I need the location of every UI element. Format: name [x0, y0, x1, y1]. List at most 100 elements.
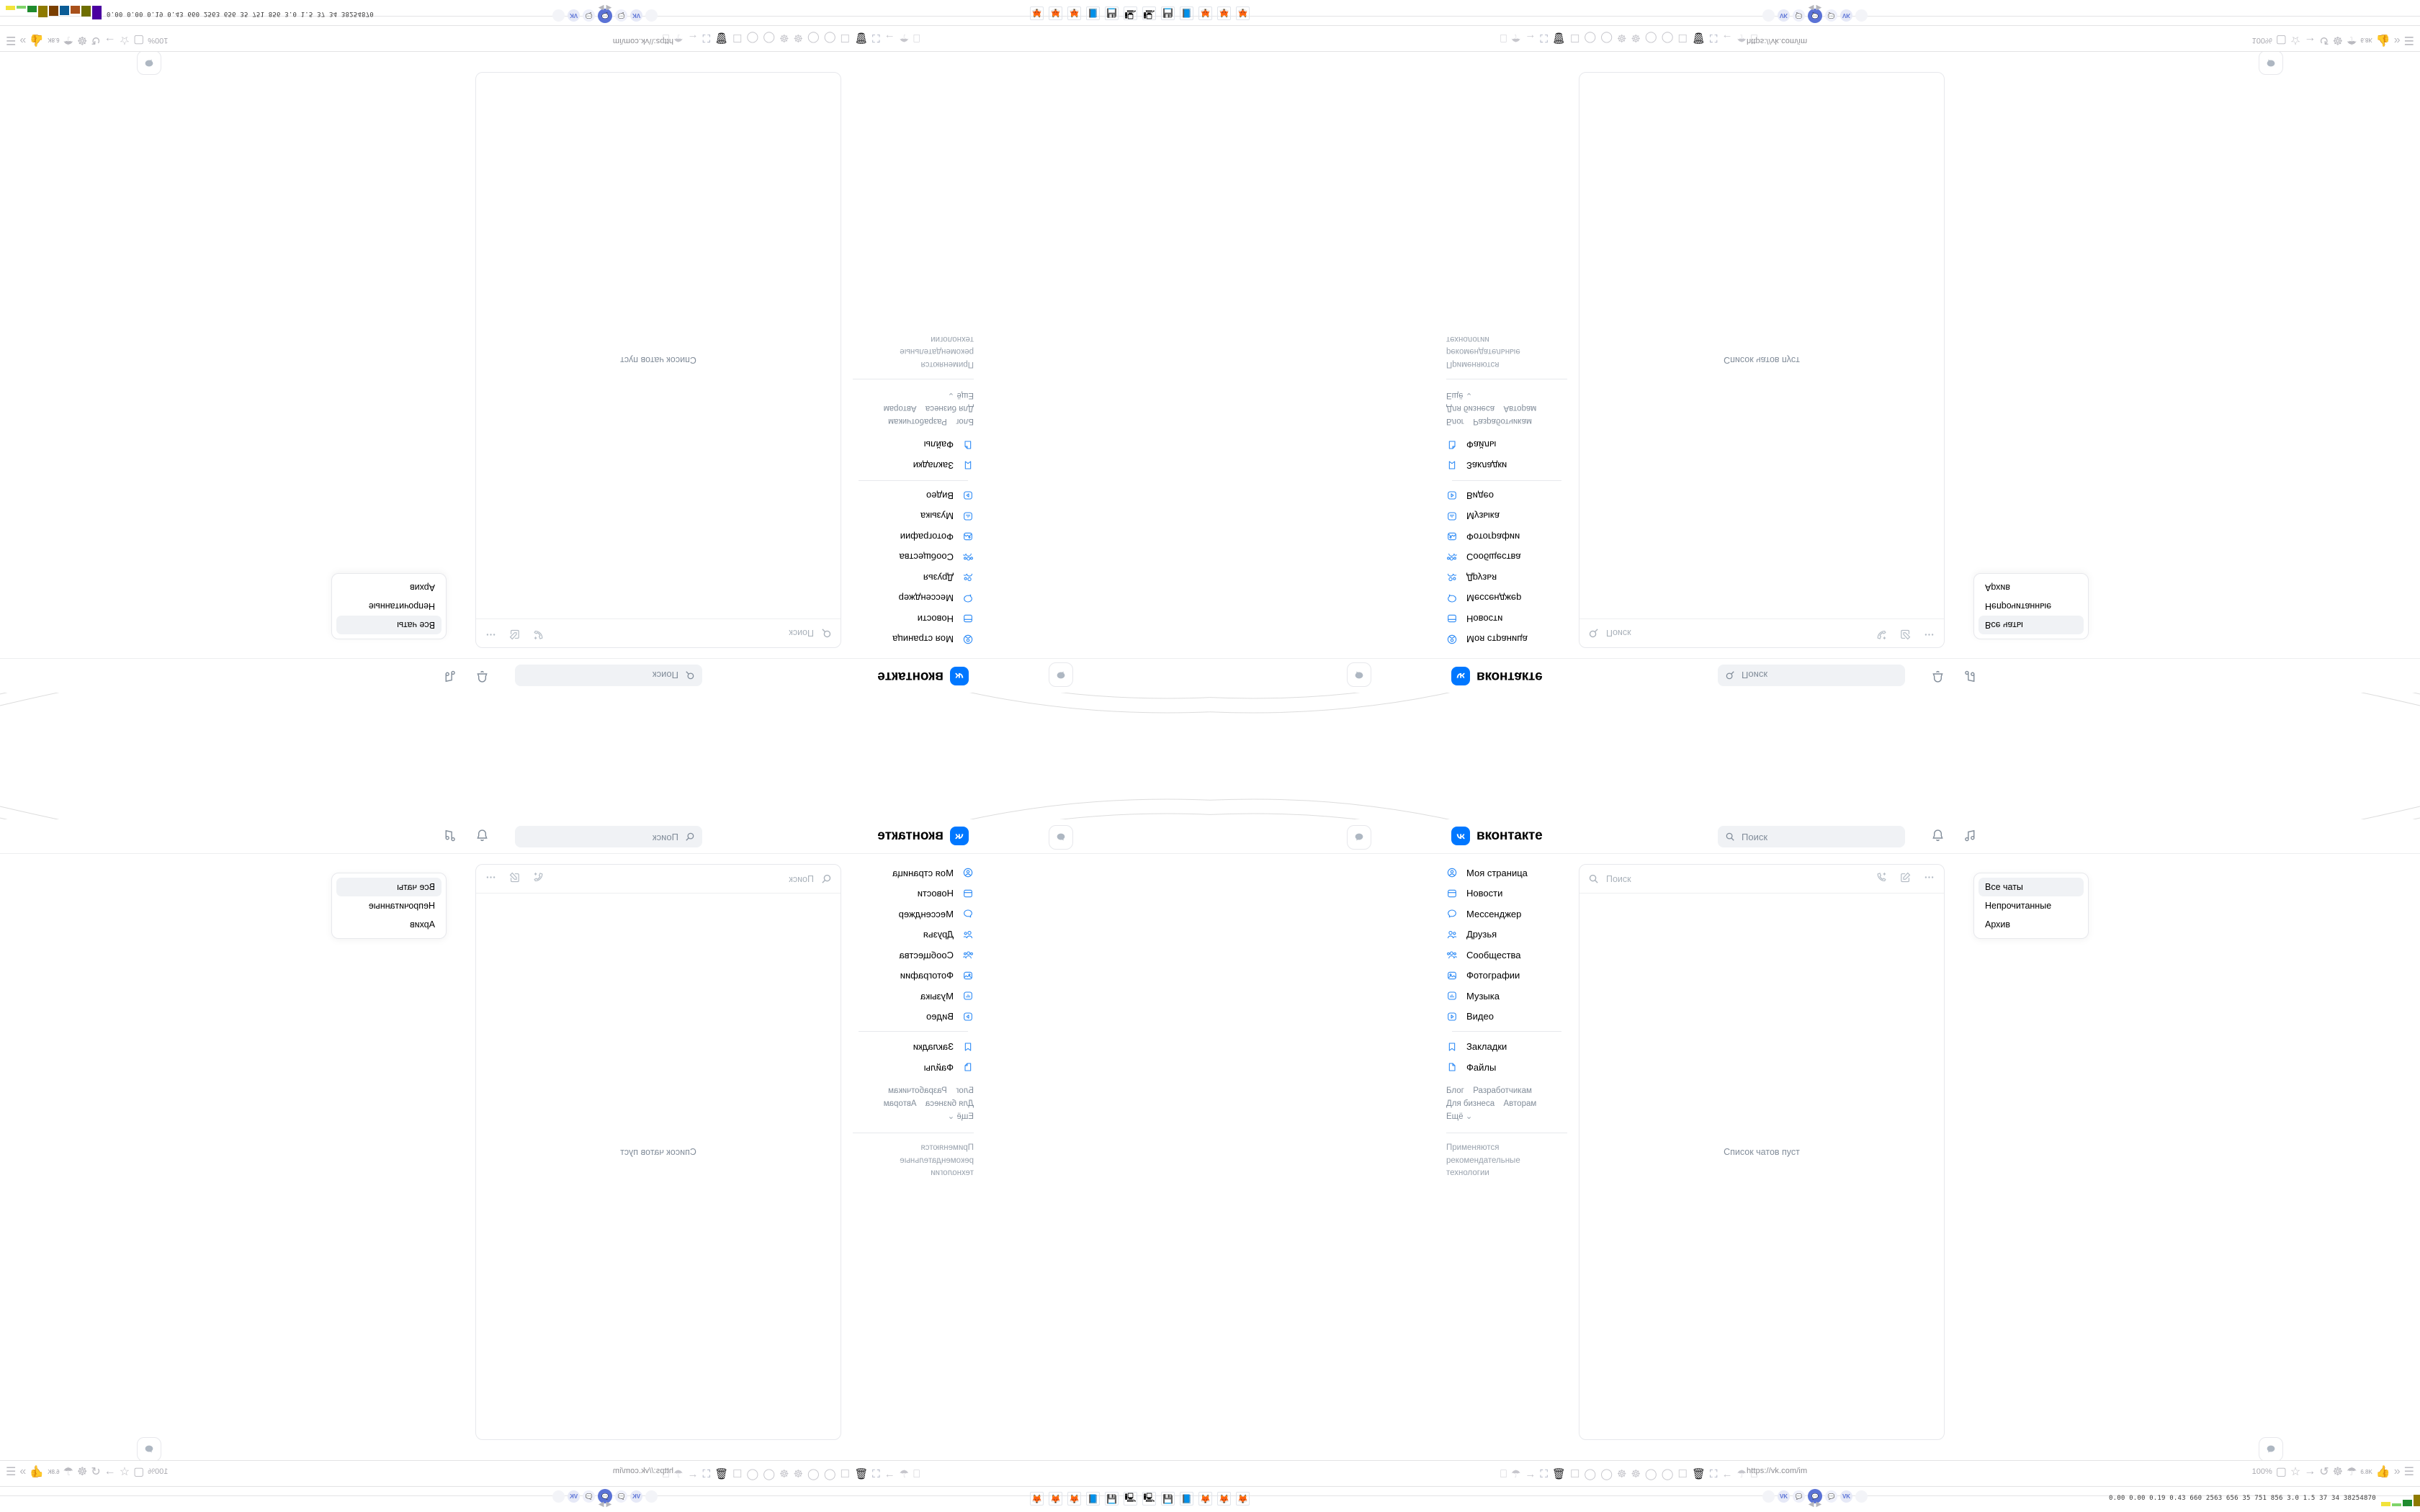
globe-icon[interactable]: ☸	[1631, 1468, 1641, 1480]
security-icon[interactable]: ⛶	[872, 32, 880, 45]
sidebar-item-photo[interactable]: Фотографии	[1446, 528, 1569, 546]
window-icon[interactable]: ☐	[1569, 1468, 1580, 1480]
chat-filter-item-1[interactable]: Непрочитанные	[1985, 901, 2052, 911]
shield-outline-icon[interactable]: ☂	[1510, 1468, 1521, 1480]
shield-outline-icon[interactable]: ☂	[1736, 1468, 1747, 1480]
footer-link-3[interactable]: Авторам	[1503, 404, 1537, 413]
sidebar-item-chat-bubble[interactable]: Мессенджер	[1446, 590, 1569, 607]
forward-arrow-icon[interactable]: →	[884, 1467, 895, 1480]
trash-icon[interactable]: 🗑	[714, 1468, 729, 1480]
shield-outline-icon[interactable]: ☂	[1510, 32, 1521, 44]
vk-logo[interactable]: вконтакте	[878, 827, 969, 845]
footer-link-2[interactable]: Для бизнеса	[1446, 1099, 1495, 1108]
sidebar-item-friends[interactable]: Друзья	[851, 570, 974, 587]
thumbs-up-icon[interactable]: 👍	[2375, 34, 2390, 46]
footer-more-button[interactable]: Ещё	[956, 1112, 974, 1121]
forward-arrow-icon[interactable]: →	[104, 35, 116, 47]
footer-more-button[interactable]: Ещё	[956, 391, 974, 400]
back-arrow-icon[interactable]: ←	[687, 32, 699, 45]
tab-scroll-left-arrow[interactable]: ◀	[606, 1500, 612, 1508]
music-note-icon[interactable]	[1963, 665, 1978, 684]
support-chat-button-mirror[interactable]	[1347, 825, 1371, 850]
chevron-double-right-icon[interactable]: »	[2393, 1465, 2401, 1477]
sidebar-item-bookmark[interactable]: Закладки	[1446, 457, 1569, 474]
browser-tab-4[interactable]: VK	[1840, 1490, 1852, 1503]
chevron-double-right-icon[interactable]: »	[19, 35, 27, 47]
lock-icon[interactable]: ⎕	[1500, 1467, 1507, 1480]
sidebar-item-music[interactable]: Музыка	[851, 987, 974, 1004]
shield-icon[interactable]: ☂	[2347, 1466, 2357, 1478]
footer-link-1[interactable]: Разработчикам	[1473, 417, 1532, 426]
support-chat-button[interactable]	[137, 50, 161, 75]
messenger-icon[interactable]: ◯	[1600, 1468, 1613, 1480]
music-note-icon[interactable]	[442, 665, 457, 684]
security-icon[interactable]: ⛶	[1710, 32, 1718, 45]
globe-icon[interactable]: ☸	[793, 1468, 803, 1480]
forward-arrow-icon[interactable]: →	[104, 1465, 116, 1477]
footer-link-3[interactable]: Авторам	[883, 1099, 917, 1108]
globe-icon[interactable]: ☸	[2332, 1466, 2344, 1478]
back-arrow-icon[interactable]: ←	[1721, 1467, 1733, 1480]
sidebar-item-profile[interactable]: Моя страница	[1446, 631, 1569, 648]
footer-link-2[interactable]: Для бизнеса	[925, 404, 974, 413]
sidebar-item-news[interactable]: Новости	[851, 885, 974, 902]
footer-more-button[interactable]: Ещё	[1446, 391, 1464, 400]
zoom-level-label[interactable]: 100%	[2251, 36, 2272, 45]
browser-tab-2[interactable]: 💬	[1808, 1489, 1822, 1503]
bell-icon[interactable]	[1930, 665, 1945, 684]
sidebar-item-bookmark[interactable]: Закладки	[851, 457, 974, 474]
window-icon[interactable]: ☐	[1569, 32, 1580, 44]
trash-icon[interactable]: 🗑	[1551, 1468, 1566, 1480]
footer-link-2[interactable]: Для бизнеса	[1446, 404, 1495, 413]
forward-arrow-icon[interactable]: →	[2304, 35, 2316, 47]
star-icon[interactable]: ☆	[2290, 34, 2301, 46]
sidebar-item-music[interactable]: Музыка	[851, 508, 974, 525]
browser-tab-0[interactable]: VK	[1778, 1490, 1790, 1503]
shield-icon[interactable]: ☂	[63, 34, 73, 46]
support-chat-button-mirror[interactable]	[1049, 662, 1073, 687]
footer-link-1[interactable]: Разработчикам	[888, 417, 947, 426]
music-icon[interactable]: ◯	[1644, 1468, 1657, 1480]
lock-icon[interactable]: ⎕	[1500, 32, 1507, 45]
sidebar-item-groups[interactable]: Сообщества	[851, 549, 974, 566]
support-chat-button-mirror[interactable]	[1347, 662, 1371, 687]
sidebar-item-video[interactable]: Видео	[1446, 1008, 1569, 1025]
footer-link-0[interactable]: Блог	[956, 417, 974, 426]
footer-link-2[interactable]: Для бизнеса	[925, 1099, 974, 1108]
shield-icon[interactable]: ☂	[63, 1466, 73, 1478]
globe-icon[interactable]: ☸	[76, 34, 88, 46]
zoom-level-label[interactable]: 100%	[2251, 1467, 2272, 1476]
footer-link-1[interactable]: Разработчикам	[1473, 1086, 1532, 1095]
globe-icon[interactable]: ☸	[1617, 1468, 1627, 1480]
chat-filter-item-1[interactable]: Непрочитанные	[368, 901, 435, 911]
support-chat-button[interactable]	[2259, 50, 2283, 75]
lock-icon[interactable]: ⎕	[913, 32, 920, 45]
tab-scroll-left-arrow[interactable]: ◀	[1808, 1500, 1814, 1508]
sidebar-item-news[interactable]: Новости	[1446, 885, 1569, 902]
messenger-icon[interactable]: ◯	[1600, 32, 1613, 44]
chat-filter-item-1[interactable]: Непрочитанные	[1985, 601, 2052, 611]
chat-filter-item-1[interactable]: Непрочитанные	[368, 601, 435, 611]
security-icon[interactable]: ⛶	[1540, 32, 1548, 45]
trash-icon[interactable]: 🗑	[854, 32, 869, 44]
sidebar-item-news[interactable]: Новости	[851, 611, 974, 628]
lock-icon[interactable]: ⎕	[1750, 32, 1757, 45]
browser-tab-3[interactable]: 💬	[1825, 1490, 1837, 1503]
bell-icon[interactable]	[475, 828, 490, 847]
whatsapp-icon[interactable]: ◯	[1584, 32, 1597, 44]
reload-icon[interactable]: ↺	[2319, 1466, 2329, 1478]
music-note-icon[interactable]	[1963, 828, 1978, 847]
globe-icon[interactable]: ☸	[1617, 32, 1627, 44]
sidebar-item-music[interactable]: Музыка	[1446, 987, 1569, 1004]
globe-icon[interactable]: ☸	[2332, 34, 2344, 46]
bell-icon[interactable]	[475, 665, 490, 684]
folder-icon[interactable]: ☐	[732, 1468, 743, 1480]
chat-filter-item-2[interactable]: Архив	[409, 919, 435, 930]
star-icon[interactable]: ☆	[2290, 1466, 2301, 1478]
tab-scroll-left-arrow[interactable]: ◀	[1808, 4, 1814, 12]
window-icon[interactable]: ☐	[840, 1468, 851, 1480]
vk-logo[interactable]: вконтакте	[1451, 667, 1542, 685]
sidebar-item-profile[interactable]: Моя страница	[1446, 864, 1569, 881]
thumbs-up-icon[interactable]: 👍	[30, 1466, 45, 1478]
music-icon[interactable]: ◯	[746, 1468, 759, 1480]
